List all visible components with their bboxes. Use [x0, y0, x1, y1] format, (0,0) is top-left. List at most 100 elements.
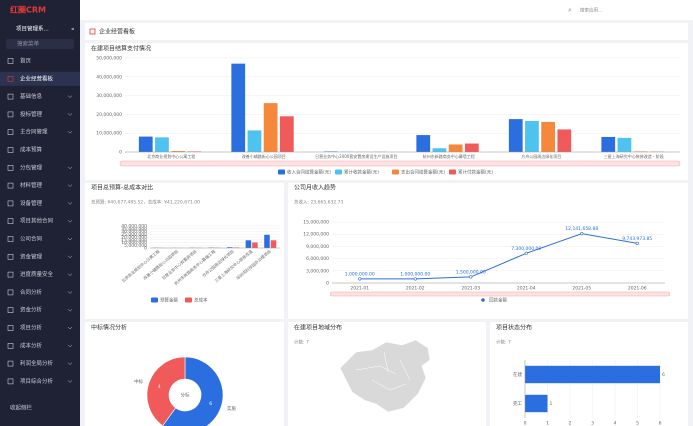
- value-label: 9,743,973.85: [622, 236, 652, 242]
- menu-item[interactable]: 设备管理: [20, 199, 43, 207]
- legend-swatch[interactable]: [335, 169, 342, 175]
- slice-label: 实施: [227, 405, 236, 412]
- y-tick-label: 6,000,000: [306, 256, 329, 262]
- y-tick-label: 15,000,000: [303, 220, 329, 226]
- menu-item[interactable]: 进度质量安全: [20, 270, 54, 278]
- y-tick-label: 12,000,000: [303, 232, 329, 238]
- menu-active: [0, 71, 80, 86]
- menu-icon: [7, 360, 14, 367]
- data-zoom[interactable]: [329, 291, 671, 297]
- legend-swatch[interactable]: [449, 169, 456, 175]
- legend-swatch[interactable]: [151, 297, 158, 303]
- bar: [633, 151, 648, 152]
- chart-title: 在建项目结算支付情况: [91, 45, 151, 53]
- x-tick-label: 2021-04: [517, 286, 536, 292]
- menu-item[interactable]: 成本预算: [20, 146, 43, 154]
- x-tick-label: 2021-01: [350, 286, 369, 292]
- menu-item[interactable]: 项目综合分析: [20, 377, 54, 385]
- legend-label[interactable]: 预算金额: [160, 297, 178, 304]
- legend-label[interactable]: 回款金额: [489, 297, 507, 304]
- y-tick-label: 15,000,000: [121, 237, 147, 243]
- collapse-icon[interactable]: «: [71, 27, 74, 33]
- y-tick-label: 0: [119, 150, 122, 156]
- menu-item[interactable]: 投标管理: [20, 110, 43, 118]
- data-zoom[interactable]: [119, 160, 681, 167]
- menu-arrow: [67, 131, 73, 134]
- menu-search-placeholder: 搜索菜单: [17, 40, 40, 48]
- menu-item[interactable]: 资金分析: [20, 306, 43, 314]
- bar: [617, 137, 632, 152]
- y-tick-label: 10,000,000: [96, 131, 122, 137]
- bar: [601, 136, 616, 152]
- menu-item[interactable]: 分包管理: [20, 163, 43, 171]
- title-icon: [89, 28, 96, 35]
- x-tick-label: 2: [569, 421, 572, 426]
- value-label: 6: [662, 372, 665, 378]
- x-tick-label: 6: [659, 421, 662, 426]
- menu-icon: [7, 289, 14, 296]
- point: [524, 251, 528, 255]
- x-tick-label: 1: [546, 421, 549, 426]
- menu-arrow: [67, 291, 73, 294]
- search-icon[interactable]: ⌕: [568, 6, 572, 14]
- bar: [525, 365, 660, 384]
- donut-hole: [169, 379, 201, 411]
- legend-swatch[interactable]: [481, 298, 485, 302]
- bar: [557, 129, 572, 152]
- bar: [525, 394, 548, 413]
- page-title: 企业经营看板: [99, 28, 135, 36]
- point: [635, 241, 639, 245]
- menu-arrow: [67, 380, 73, 383]
- menu-item[interactable]: 企业经营看板: [20, 74, 54, 82]
- menu-item[interactable]: 项目分析: [20, 324, 43, 332]
- y-tick-label: 0: [326, 281, 329, 287]
- menu-icon: [7, 182, 14, 189]
- y-tick-label: 在建: [513, 371, 522, 378]
- y-tick-label: 30,000,000: [121, 229, 147, 235]
- menu-item[interactable]: 基础信息: [20, 92, 43, 100]
- legend-label[interactable]: 收入合同结算金额(元): [287, 169, 331, 176]
- x-tick-label: 2021-05: [572, 286, 591, 292]
- menu-item[interactable]: 公司合同: [20, 235, 43, 243]
- x-tick-label: 0: [524, 421, 527, 426]
- menu-icon: [7, 325, 14, 331]
- legend-label[interactable]: 总成本: [194, 297, 208, 304]
- menu-arrow: [67, 255, 73, 259]
- slice-value: 6: [209, 401, 212, 407]
- china-map: [339, 339, 431, 413]
- collapse-sidebar[interactable]: 收起侧栏: [10, 404, 33, 412]
- chart-title: 项目状态分布: [496, 324, 532, 332]
- bar: [541, 121, 556, 152]
- chart-subtitle: 计数: 7: [496, 339, 511, 346]
- menu-item[interactable]: 项目其他合同: [20, 217, 54, 225]
- menu-arrow: [67, 309, 73, 312]
- legend-swatch[interactable]: [185, 297, 192, 303]
- menu-item[interactable]: 主合同管理: [20, 128, 48, 136]
- menu-item[interactable]: 利润全局分析: [20, 359, 54, 367]
- menu-arrow: [67, 344, 73, 348]
- menu-item[interactable]: 资金管理: [20, 252, 43, 260]
- menu-item[interactable]: 材料管理: [20, 181, 43, 189]
- menu-item[interactable]: 成本分析: [20, 341, 43, 349]
- x-tick-label: 3: [591, 421, 594, 426]
- menu-arrow: [67, 166, 73, 170]
- legend-swatch[interactable]: [392, 169, 399, 175]
- point: [469, 275, 473, 279]
- y-tick-label: 完工: [513, 400, 522, 407]
- bar: [155, 137, 169, 152]
- legend-label[interactable]: 累计付款金额(元): [458, 169, 493, 176]
- legend-label[interactable]: 累计收款金额(元): [344, 169, 379, 176]
- x-tick-label: 三星上海研究中心装修改造 - 阶段: [604, 153, 664, 159]
- chart-subtitle: 总收入: 23,665,632.73: [294, 199, 344, 206]
- app-switch[interactable]: 项目管理系...: [16, 25, 49, 33]
- legend-label[interactable]: 支出合同结算金额(元): [401, 169, 445, 176]
- app-search[interactable]: 搜索应用...: [580, 7, 602, 14]
- menu-item[interactable]: 首页: [20, 57, 32, 65]
- bar: [279, 116, 294, 152]
- legend-swatch[interactable]: [278, 169, 285, 175]
- menu-item[interactable]: 合同分析: [20, 288, 43, 296]
- bar: [245, 240, 252, 248]
- menu-search[interactable]: [6, 39, 74, 49]
- y-tick-label: 50,000,000: [96, 56, 122, 62]
